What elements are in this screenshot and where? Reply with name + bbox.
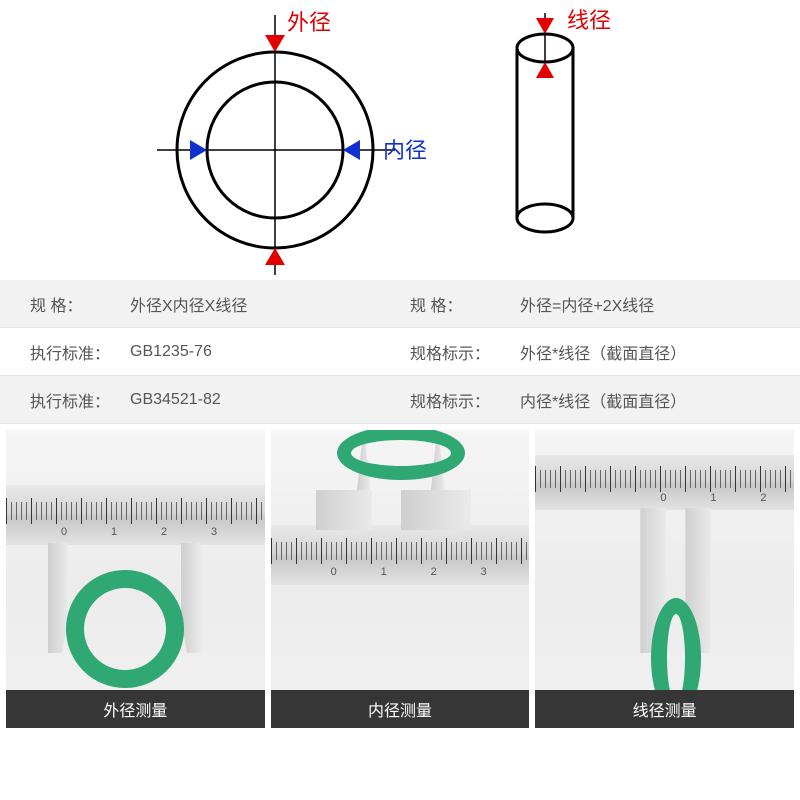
ruler-num: 1 [111, 526, 117, 538]
table-row: 执行标准： GB34521-82 规格标示： 内径*线径（截面直径） [0, 376, 800, 424]
photo-caption: 内径测量 [271, 690, 530, 728]
cell-value: 外径=内径+2X线径 [520, 292, 800, 316]
caliper-wire-icon: 0 1 2 [535, 430, 794, 690]
caliper-inner-icon: 0 1 2 3 [271, 430, 530, 690]
ruler-num: 1 [710, 492, 716, 504]
cell-label: 规 格： [410, 292, 520, 316]
caliper-outer-icon: 0 1 2 3 [6, 430, 265, 690]
diagram-svg: 外径 内径 线径 [0, 0, 800, 280]
cell-label: 执行标准： [0, 388, 130, 412]
cell-value: 内径*线径（截面直径） [520, 388, 800, 412]
cell-value: GB34521-82 [130, 391, 410, 409]
photo-caption: 外径测量 [6, 690, 265, 728]
wire-dia-label: 线径 [567, 8, 611, 33]
cell-label: 规格标示： [410, 340, 520, 364]
ruler-num: 0 [61, 526, 67, 538]
cell-label: 执行标准： [0, 340, 130, 364]
ruler-num: 2 [431, 566, 437, 578]
ruler-num: 2 [161, 526, 167, 538]
table-row: 执行标准： GB1235-76 规格标示： 外径*线径（截面直径） [0, 328, 800, 376]
photo-inner: 0 1 2 3 内径测量 [271, 430, 530, 728]
ruler-num: 1 [381, 566, 387, 578]
table-row: 规 格： 外径X内径X线径 规 格： 外径=内径+2X线径 [0, 280, 800, 328]
ruler-num: 2 [760, 492, 766, 504]
outer-dia-label: 外径 [287, 10, 331, 35]
ruler-num: 3 [481, 566, 487, 578]
ruler-num: 3 [211, 526, 217, 538]
cell-label: 规 格： [0, 292, 130, 316]
measurement-photos: 0 1 2 3 外径测量 0 1 2 3 内径测量 [0, 424, 800, 734]
photo-caption: 线径测量 [535, 690, 794, 728]
inner-dia-label: 内径 [383, 138, 427, 163]
cell-value: 外径*线径（截面直径） [520, 340, 800, 364]
dimension-diagram: 外径 内径 线径 [0, 0, 800, 280]
spec-table: 规 格： 外径X内径X线径 规 格： 外径=内径+2X线径 执行标准： GB12… [0, 280, 800, 424]
cell-value: GB1235-76 [130, 343, 410, 361]
oring-icon [66, 570, 184, 688]
cell-label: 规格标示： [410, 388, 520, 412]
photo-outer: 0 1 2 3 外径测量 [6, 430, 265, 728]
ruler-num: 0 [660, 492, 666, 504]
cell-value: 外径X内径X线径 [130, 292, 410, 316]
oring-icon [337, 430, 465, 480]
ruler-num: 0 [331, 566, 337, 578]
photo-wire: 0 1 2 线径测量 [535, 430, 794, 728]
